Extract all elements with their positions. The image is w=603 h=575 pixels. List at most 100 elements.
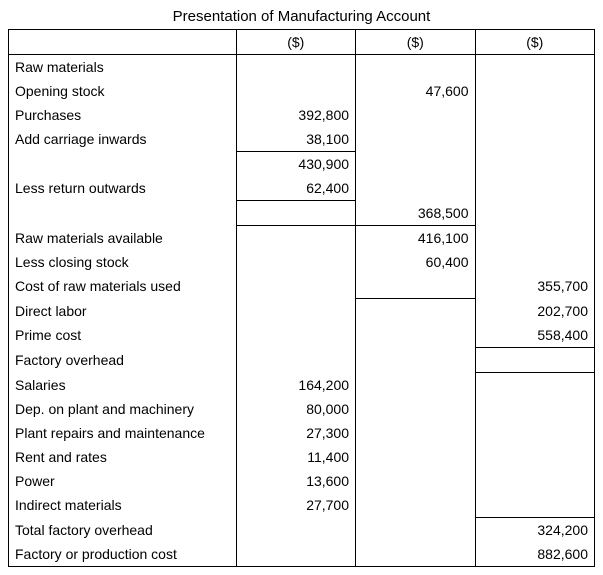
cell-col3 [475,421,595,445]
manufacturing-account-table: ($) ($) ($) Raw materialsOpening stock 47… [8,29,595,567]
cell-col1 [236,323,355,348]
row-label: Add carriage inwards [9,127,237,152]
table-row: Less closing stock 60,400 [9,250,595,274]
cell-col3 [475,201,595,226]
cell-col3 [475,445,595,469]
cell-col1 [236,518,355,543]
cell-col3: 324,200 [475,518,595,543]
cell-col2 [356,103,475,127]
row-label: Raw materials [9,55,237,80]
cell-col2 [356,469,475,493]
cell-col2 [356,493,475,518]
row-label [9,201,237,226]
cell-col3 [475,397,595,421]
cell-col3 [475,250,595,274]
cell-col3: 202,700 [475,299,595,324]
row-label: Power [9,469,237,493]
cell-col2 [356,176,475,201]
table-row: Dep. on plant and machinery80,000 [9,397,595,421]
cell-col1: 164,200 [236,373,355,398]
row-label: Indirect materials [9,493,237,518]
cell-col2 [356,397,475,421]
cell-col3 [475,79,595,103]
row-label: Factory overhead [9,348,237,373]
table-row: Total factory overhead 324,200 [9,518,595,543]
cell-col1 [236,201,355,226]
table-row: Raw materials [9,55,595,80]
row-label: Purchases [9,103,237,127]
cell-col1: 27,700 [236,493,355,518]
table-row: 430,900 [9,152,595,177]
row-label: Factory or production cost [9,542,237,567]
table-row: Salaries164,200 [9,373,595,398]
cell-col2 [356,518,475,543]
cell-col2 [356,55,475,80]
cell-col3: 882,600 [475,542,595,567]
cell-col3 [475,176,595,201]
row-label: Plant repairs and maintenance [9,421,237,445]
cell-col2 [356,421,475,445]
cell-col3 [475,55,595,80]
row-label: Direct labor [9,299,237,324]
table-row: Power13,600 [9,469,595,493]
table-row: Direct labor 202,700 [9,299,595,324]
header-blank [9,30,237,55]
row-label: Cost of raw materials used [9,274,237,299]
cell-col1: 392,800 [236,103,355,127]
cell-col2 [356,127,475,152]
cell-col1: 13,600 [236,469,355,493]
cell-col2 [356,445,475,469]
cell-col3 [475,226,595,251]
cell-col3 [475,127,595,152]
row-label: Rent and rates [9,445,237,469]
cell-col1 [236,55,355,80]
cell-col1: 80,000 [236,397,355,421]
table-row: Purchases392,800 [9,103,595,127]
header-col1: ($) [236,30,355,55]
header-col2: ($) [356,30,475,55]
cell-col2 [356,323,475,348]
cell-col1: 38,100 [236,127,355,152]
cell-col2 [356,373,475,398]
header-col3: ($) [475,30,595,55]
cell-col1 [236,226,355,251]
cell-col3 [475,469,595,493]
cell-col3 [475,493,595,518]
cell-col1: 27,300 [236,421,355,445]
row-label: Salaries [9,373,237,398]
cell-col3 [475,152,595,177]
table-row: Prime cost558,400 [9,323,595,348]
table-row: 368,500 [9,201,595,226]
cell-col1 [236,542,355,567]
row-label: Opening stock [9,79,237,103]
cell-col1 [236,79,355,103]
cell-col1: 11,400 [236,445,355,469]
cell-col2 [356,274,475,299]
table-row: Indirect materials27,700 [9,493,595,518]
row-label: Less return outwards [9,176,237,201]
cell-col1 [236,274,355,299]
row-label: Dep. on plant and machinery [9,397,237,421]
cell-col3 [475,103,595,127]
row-label: Prime cost [9,323,237,348]
cell-col1: 62,400 [236,176,355,201]
table-row: Less return outwards62,400 [9,176,595,201]
table-row: Factory overhead [9,348,595,373]
cell-col2 [356,299,475,324]
row-label: Total factory overhead [9,518,237,543]
cell-col1 [236,250,355,274]
cell-col2 [356,152,475,177]
cell-col1: 430,900 [236,152,355,177]
table-row: Factory or production cost 882,600 [9,542,595,567]
cell-col1 [236,299,355,324]
row-label: Less closing stock [9,250,237,274]
cell-col2: 47,600 [356,79,475,103]
table-row: Plant repairs and maintenance27,300 [9,421,595,445]
table-row: Add carriage inwards38,100 [9,127,595,152]
cell-col2: 60,400 [356,250,475,274]
cell-col1 [236,348,355,373]
table-row: Cost of raw materials used 355,700 [9,274,595,299]
row-label [9,152,237,177]
table-row: Raw materials available416,100 [9,226,595,251]
cell-col3: 355,700 [475,274,595,299]
